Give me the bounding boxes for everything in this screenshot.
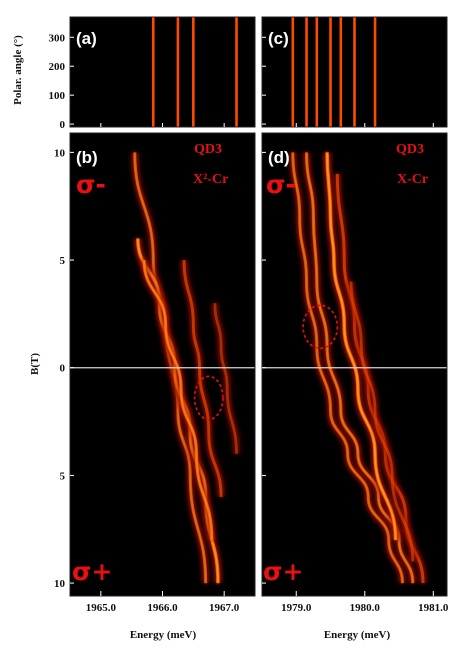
tick-label: 5 xyxy=(60,255,66,267)
dashed-ellipse-d xyxy=(302,304,339,350)
panel-label-c: (c) xyxy=(268,29,289,48)
zeeman-line xyxy=(349,281,415,562)
panel-c-frame xyxy=(261,16,448,128)
tick-label: 1981.0 xyxy=(418,602,449,614)
tick-label: 300 xyxy=(49,32,66,44)
panel-c-traces xyxy=(289,17,379,127)
tick-label: 1967.0 xyxy=(209,602,240,614)
annotation-qd3-b: QD3 xyxy=(194,142,222,157)
tick-label: 0 xyxy=(60,119,66,131)
tick-label: 5 xyxy=(60,470,66,482)
panel-d-frame xyxy=(261,132,448,597)
tick-label: 1979.0 xyxy=(281,602,312,614)
zeeman-core xyxy=(143,260,213,541)
axis-ticks: 0 100 200 300 10 5 0 5 10 1965.0 1966.0 1967.0 1979.… xyxy=(49,32,449,614)
panel-label-d: (d) xyxy=(268,148,290,167)
zeeman-core xyxy=(292,152,404,584)
y-axis-title-bottom: B(T) xyxy=(29,353,41,375)
zeeman-core xyxy=(326,152,397,541)
panel-d-traces xyxy=(288,152,428,584)
zeeman-line xyxy=(213,303,238,454)
tick-label: 0 xyxy=(60,363,66,375)
sigma-minus-b: σ- xyxy=(76,170,106,199)
annotation-x2cr: X²-Cr xyxy=(193,172,228,187)
sigma-minus-d: σ- xyxy=(266,170,296,199)
tick-label: 10 xyxy=(54,578,66,590)
x-axis-title-right: Energy (meV) xyxy=(324,629,391,641)
x-axis-title-left: Energy (meV) xyxy=(130,629,197,641)
tick-label: 200 xyxy=(49,61,66,73)
panel-a-traces xyxy=(149,17,240,127)
panel-a-background xyxy=(70,17,255,127)
tick-label: 1980.0 xyxy=(350,602,381,614)
dashed-ellipse-b xyxy=(193,375,224,421)
y-axis-title-top: Polar. angle (°) xyxy=(12,35,24,105)
sigma-plus-b: σ+ xyxy=(72,557,112,586)
annotation-xcr: X-Cr xyxy=(397,172,428,187)
tick-label: 100 xyxy=(49,90,66,102)
tick-label: 1965.0 xyxy=(86,602,117,614)
panel-label-a: (a) xyxy=(76,29,97,48)
tick-label: 1966.0 xyxy=(147,602,178,614)
panel-label-b: (b) xyxy=(76,148,98,167)
sigma-plus-d: σ+ xyxy=(263,557,303,586)
annotation-qd3-d: QD3 xyxy=(396,142,424,157)
tick-label: 10 xyxy=(54,147,66,159)
